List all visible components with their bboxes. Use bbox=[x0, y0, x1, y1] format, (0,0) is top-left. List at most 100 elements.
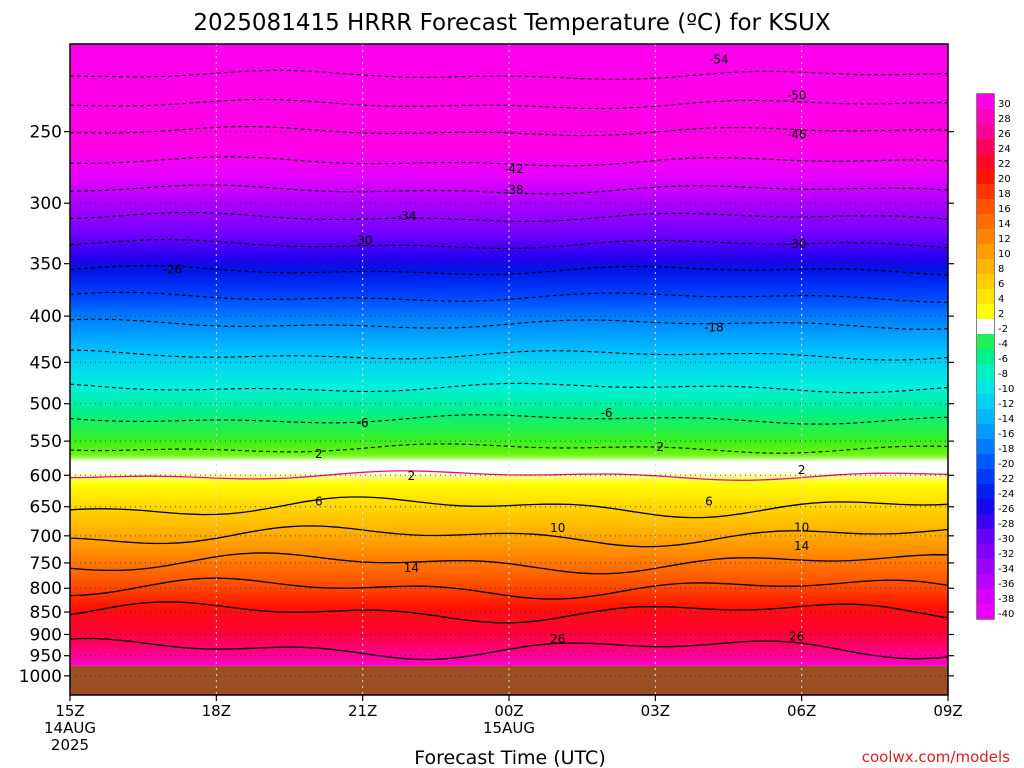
colorbar-swatch bbox=[977, 499, 994, 514]
contour-label: -38 bbox=[504, 183, 524, 197]
contour-label: 2 bbox=[315, 447, 323, 461]
contour-label: 2 bbox=[408, 469, 416, 483]
colorbar-label: 22 bbox=[998, 159, 1011, 170]
colorbar-label: -4 bbox=[998, 339, 1008, 350]
y-tick-label: 800 bbox=[30, 579, 62, 599]
colorbar-label: 8 bbox=[998, 264, 1004, 275]
contour-label: -42 bbox=[504, 162, 524, 176]
colorbar-swatch bbox=[977, 574, 994, 589]
colorbar-swatch bbox=[977, 529, 994, 544]
colorbar-swatch bbox=[977, 124, 994, 139]
x-tick-label: 2025 bbox=[51, 736, 89, 754]
colorbar-swatch bbox=[977, 409, 994, 424]
y-tick-label: 1000 bbox=[19, 667, 62, 687]
colorbar-label: -6 bbox=[998, 354, 1008, 365]
colorbar-label: 4 bbox=[998, 294, 1004, 305]
colorbar-label: 12 bbox=[998, 234, 1011, 245]
contour-label: -6 bbox=[357, 416, 369, 430]
colorbar-label: -40 bbox=[998, 609, 1014, 620]
y-tick-label: 600 bbox=[30, 466, 62, 486]
colorbar-label: 30 bbox=[998, 99, 1011, 110]
contour-label: 26 bbox=[789, 630, 804, 644]
colorbar-label: -2 bbox=[998, 324, 1008, 335]
contour-line bbox=[69, 496, 949, 519]
colorbar-swatch bbox=[977, 94, 994, 109]
x-tick-label: 14AUG bbox=[44, 719, 96, 737]
colorbar-label: -28 bbox=[998, 519, 1014, 530]
colorbar-label: 24 bbox=[998, 144, 1011, 155]
colorbar-swatch bbox=[977, 424, 994, 439]
colorbar-label: -12 bbox=[998, 399, 1014, 410]
colorbar-swatch bbox=[977, 454, 994, 469]
x-tick-label: 15AUG bbox=[483, 719, 535, 737]
contour-label: -50 bbox=[787, 88, 807, 102]
plot-area: -54-50-46-42-38-34-30 -30-26-18-6-62 22 26 6… bbox=[69, 44, 949, 695]
colorbar: 30 28 26 24 22 20 18 16 14 12 10 8 6 4 2 -2 -4 -6 -8 -10 -12… bbox=[976, 93, 1014, 620]
colorbar-swatch bbox=[977, 469, 994, 484]
colorbar-swatch bbox=[977, 379, 994, 394]
colorbar-swatch bbox=[977, 259, 994, 274]
colorbar-swatch bbox=[977, 169, 994, 184]
colorbar-label: 16 bbox=[998, 204, 1011, 215]
contour-label: -54 bbox=[709, 52, 729, 66]
contour-label: -34 bbox=[397, 209, 417, 223]
colorbar-swatch bbox=[977, 484, 994, 499]
contour-label: -18 bbox=[704, 321, 724, 335]
y-tick-label: 950 bbox=[30, 647, 62, 667]
colorbar-swatch bbox=[977, 364, 994, 379]
colorbar-label: -22 bbox=[998, 474, 1014, 485]
grid bbox=[70, 44, 948, 695]
y-tick-label: 700 bbox=[30, 527, 62, 547]
x-tick-label: 18Z bbox=[202, 702, 231, 720]
colorbar-label: -14 bbox=[998, 414, 1014, 425]
colorbar-label: -36 bbox=[998, 579, 1014, 590]
contour-label: 10 bbox=[550, 521, 565, 535]
chart-title: 2025081415 HRRR Forecast Temperature (ºC… bbox=[193, 10, 830, 36]
x-tick-label: 03Z bbox=[641, 702, 670, 720]
colorbar-swatch bbox=[977, 319, 994, 334]
colorbar-swatch bbox=[977, 604, 994, 619]
credit-link[interactable]: coolwx.com/models bbox=[862, 748, 1010, 766]
contour-label: 26 bbox=[550, 632, 565, 646]
colorbar-label: 26 bbox=[998, 129, 1011, 140]
x-axis-label: Forecast Time (UTC) bbox=[414, 747, 605, 768]
colorbar-label: -26 bbox=[998, 504, 1014, 515]
y-tick-label: 300 bbox=[30, 194, 62, 214]
colorbar-swatch bbox=[977, 559, 994, 574]
colorbar-swatch bbox=[977, 199, 994, 214]
contour-label: -30 bbox=[787, 237, 807, 251]
colorbar-swatch bbox=[977, 229, 994, 244]
colorbar-swatch bbox=[977, 109, 994, 124]
colorbar-swatch bbox=[977, 304, 994, 319]
colorbar-swatch bbox=[977, 184, 994, 199]
colorbar-label: 14 bbox=[998, 219, 1011, 230]
colorbar-label: 20 bbox=[998, 174, 1011, 185]
colorbar-swatch bbox=[977, 544, 994, 559]
colorbar-swatch bbox=[977, 439, 994, 454]
colorbar-label: -34 bbox=[998, 564, 1014, 575]
contour-label: 14 bbox=[404, 561, 419, 575]
y-tick-label: 900 bbox=[30, 625, 62, 645]
colorbar-swatch bbox=[977, 139, 994, 154]
colorbar-label: -30 bbox=[998, 534, 1014, 545]
x-tick-label: 09Z bbox=[933, 702, 962, 720]
colorbar-label: -32 bbox=[998, 549, 1014, 560]
contour-label: 10 bbox=[794, 520, 809, 534]
colorbar-label: -18 bbox=[998, 444, 1014, 455]
colorbar-label: -10 bbox=[998, 384, 1014, 395]
colorbar-label: 6 bbox=[998, 279, 1004, 290]
colorbar-swatch bbox=[977, 244, 994, 259]
y-tick-label: 650 bbox=[30, 498, 62, 518]
y-tick-label: 400 bbox=[30, 307, 62, 327]
colorbar-label: -16 bbox=[998, 429, 1014, 440]
contour-label: -30 bbox=[353, 234, 373, 248]
y-tick-label: 850 bbox=[30, 603, 62, 623]
colorbar-label: -38 bbox=[998, 594, 1014, 605]
y-tick-label: 750 bbox=[30, 554, 62, 574]
colorbar-label: 2 bbox=[998, 309, 1004, 320]
x-tick-label: 15Z bbox=[55, 702, 84, 720]
y-tick-label: 450 bbox=[30, 353, 62, 373]
contour-labels: -54-50-46-42-38-34-30 -30-26-18-6-62 22 26 6… bbox=[163, 52, 810, 645]
x-tick-label: 21Z bbox=[348, 702, 377, 720]
